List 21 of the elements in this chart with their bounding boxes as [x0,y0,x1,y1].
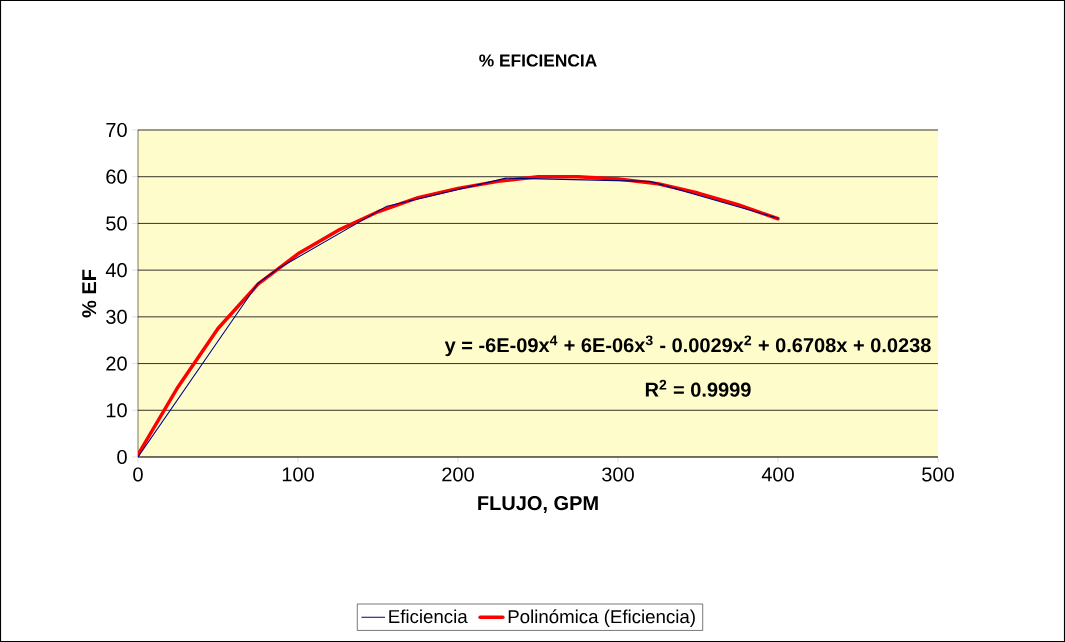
legend-label: Eficiencia [389,609,468,624]
annotation: R$^{2}$ = 0.9999 [645,379,751,397]
chart-title: % EFICIENCIA [479,54,597,67]
y-axis-title: % EF [82,269,97,318]
legend-label: Polinómica (Eficiencia) [508,609,695,627]
x-axis-title: FLUJO, GPM [478,496,598,514]
y-tick-label: 20 [106,356,127,371]
annotation: y = -6E-09x$^{4}$ + 6E-06x$^{3}$ - 0.0029x$^{2}$ + 0.6708x + 0.0238 [444,335,931,357]
x-tick-label: 100 [282,467,314,482]
y-tick-label: 60 [106,169,127,184]
y-tick-label: 10 [106,403,127,418]
x-tick-label: 0 [133,467,143,482]
y-tick-label: 0 [117,449,127,465]
x-tick-label: 200 [442,467,474,482]
y-tick-label: 40 [105,263,127,278]
y-tick-label: 70 [106,122,127,138]
y-tick-label: 50 [106,216,127,231]
y-tick-label: 30 [106,309,127,324]
x-tick-label: 500 [922,467,954,482]
x-tick-label: 300 [602,467,634,482]
x-tick-label: 400 [761,467,794,482]
